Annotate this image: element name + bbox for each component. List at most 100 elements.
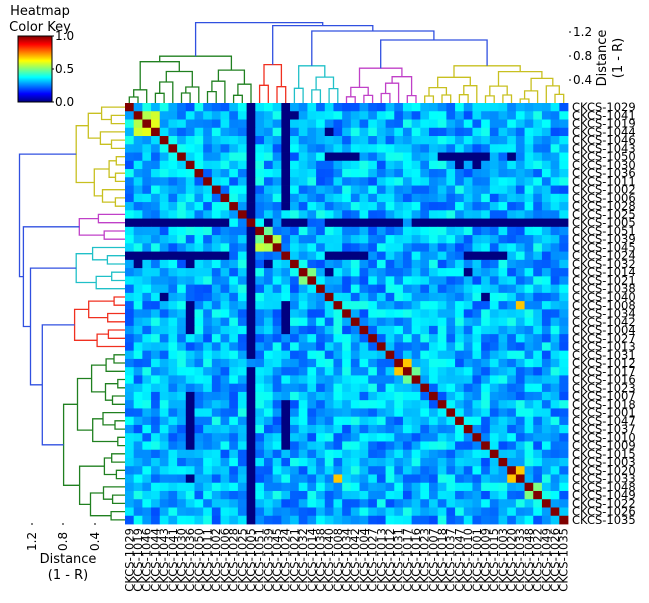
heatmap-cell bbox=[472, 292, 482, 302]
heatmap-cell bbox=[203, 268, 213, 277]
heatmap-cell bbox=[359, 367, 369, 376]
heatmap-cell bbox=[290, 292, 300, 302]
heatmap-cell bbox=[281, 251, 291, 261]
heatmap-cell bbox=[559, 276, 569, 285]
heatmap-cell bbox=[324, 292, 334, 302]
heatmap-cell bbox=[429, 515, 439, 525]
column-label: CKCS-1044 bbox=[148, 528, 162, 592]
heatmap-cell bbox=[281, 408, 291, 418]
heatmap-cell bbox=[316, 441, 326, 451]
heatmap-cell bbox=[194, 334, 204, 343]
heatmap-cell bbox=[498, 507, 508, 517]
heatmap-cell bbox=[290, 268, 300, 277]
heatmap-cell bbox=[324, 251, 334, 261]
heatmap-cell bbox=[429, 193, 439, 203]
heatmap-cell bbox=[420, 169, 430, 178]
heatmap-cell bbox=[290, 235, 300, 244]
heatmap-cell bbox=[359, 251, 369, 261]
heatmap-cell bbox=[307, 235, 317, 244]
heatmap-cell bbox=[350, 441, 360, 451]
heatmap-cell bbox=[255, 424, 265, 434]
heatmap-cell bbox=[394, 193, 404, 203]
heatmap-cell bbox=[324, 350, 334, 360]
heatmap-cell bbox=[203, 284, 213, 294]
heatmap-cell bbox=[420, 193, 430, 203]
heatmap-cell bbox=[472, 375, 482, 385]
heatmap-cell bbox=[429, 449, 439, 459]
heatmap-cell bbox=[463, 127, 473, 137]
heatmap-cell bbox=[194, 103, 204, 112]
heatmap-cell bbox=[263, 457, 274, 467]
heatmap-cell bbox=[359, 358, 369, 368]
heatmap-cell bbox=[385, 490, 395, 500]
heatmap-cell bbox=[489, 301, 499, 310]
heatmap-cell bbox=[298, 515, 308, 525]
heatmap-cell bbox=[237, 383, 248, 393]
heatmap-cell bbox=[185, 185, 195, 195]
heatmap-cell bbox=[411, 358, 421, 368]
heatmap-cell bbox=[125, 482, 135, 492]
heatmap-cell bbox=[507, 358, 517, 368]
heatmap-cell bbox=[385, 185, 395, 195]
heatmap-cell bbox=[559, 160, 569, 170]
heatmap-cell bbox=[541, 367, 552, 376]
heatmap-cell bbox=[402, 342, 413, 352]
heatmap-cell bbox=[229, 193, 239, 203]
heatmap-cell bbox=[220, 383, 230, 393]
heatmap-cell bbox=[446, 367, 456, 376]
heatmap-cell bbox=[359, 218, 369, 228]
heatmap-cell bbox=[429, 226, 439, 236]
heatmap-cell bbox=[472, 276, 482, 285]
heatmap-cell bbox=[220, 309, 230, 319]
heatmap-cell bbox=[350, 490, 360, 500]
heatmap-cell bbox=[177, 160, 187, 170]
heatmap-cell bbox=[177, 433, 187, 442]
heatmap-cell bbox=[316, 111, 326, 120]
heatmap-cell bbox=[498, 276, 508, 285]
heatmap-cell bbox=[515, 441, 525, 451]
heatmap-cell bbox=[455, 416, 465, 426]
heatmap-cell bbox=[246, 152, 256, 162]
heatmap-cell bbox=[559, 177, 569, 186]
heatmap-cell bbox=[177, 301, 187, 310]
heatmap-cell bbox=[368, 292, 378, 302]
heatmap-cell bbox=[133, 375, 143, 385]
heatmap-cell bbox=[524, 325, 534, 335]
heatmap-cell bbox=[324, 136, 334, 145]
heatmap-cell bbox=[359, 111, 369, 120]
heatmap-cell bbox=[385, 160, 395, 170]
heatmap-cell bbox=[333, 111, 343, 120]
heatmap-cell bbox=[159, 490, 169, 500]
heatmap-cell bbox=[125, 152, 135, 162]
heatmap-cell bbox=[151, 218, 161, 228]
heatmap-cell bbox=[541, 400, 552, 409]
column-label: CKCS-1012 bbox=[383, 528, 397, 592]
heatmap-cell bbox=[316, 474, 326, 484]
heatmap-cell bbox=[177, 441, 187, 451]
heatmap-cell bbox=[559, 449, 569, 459]
heatmap-cell bbox=[272, 441, 282, 451]
heatmap-cell bbox=[185, 169, 195, 178]
heatmap-cell bbox=[133, 474, 143, 484]
heatmap-cell bbox=[489, 449, 499, 459]
heatmap-cell bbox=[255, 177, 265, 186]
heatmap-cell bbox=[394, 136, 404, 145]
heatmap-cell bbox=[211, 375, 221, 385]
heatmap-cell bbox=[142, 317, 152, 327]
heatmap-cell bbox=[151, 119, 161, 129]
heatmap-cell bbox=[559, 193, 569, 203]
heatmap-cell bbox=[220, 466, 230, 475]
row-label: CKCS-1033 bbox=[572, 472, 636, 486]
heatmap-cell bbox=[411, 193, 421, 203]
heatmap-cell bbox=[359, 301, 369, 310]
dendrogram-branch bbox=[463, 85, 478, 103]
dendrogram-branch bbox=[363, 94, 374, 103]
heatmap-cell bbox=[489, 119, 499, 129]
heatmap-cell bbox=[324, 144, 334, 153]
heatmap-cell bbox=[368, 449, 378, 459]
heatmap-cell bbox=[133, 499, 143, 508]
heatmap-cell bbox=[194, 301, 204, 310]
heatmap-cell bbox=[541, 210, 552, 219]
heatmap-cell bbox=[220, 136, 230, 145]
column-dendrogram bbox=[128, 21, 565, 103]
